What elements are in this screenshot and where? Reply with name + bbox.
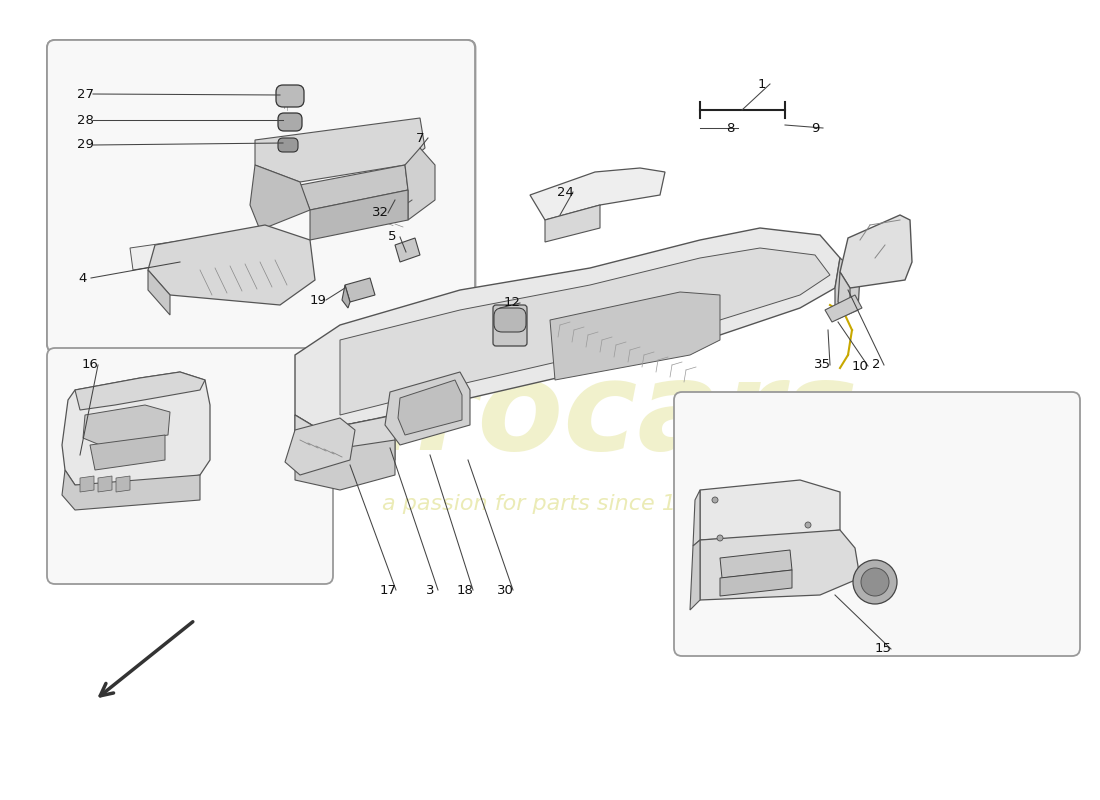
Text: 32: 32 <box>372 206 388 219</box>
Circle shape <box>717 535 723 541</box>
Polygon shape <box>700 480 840 540</box>
Text: 29: 29 <box>77 138 94 151</box>
Polygon shape <box>395 238 420 262</box>
FancyBboxPatch shape <box>674 392 1080 656</box>
FancyBboxPatch shape <box>278 113 303 131</box>
Polygon shape <box>405 148 435 220</box>
Polygon shape <box>342 285 350 308</box>
Circle shape <box>712 497 718 503</box>
Polygon shape <box>285 418 355 475</box>
Polygon shape <box>295 415 395 475</box>
FancyBboxPatch shape <box>47 40 475 352</box>
Text: 35: 35 <box>814 358 830 371</box>
Text: 3: 3 <box>426 583 434 597</box>
Polygon shape <box>98 476 112 492</box>
Text: 1: 1 <box>758 78 767 90</box>
Text: a passion for parts since 1985: a passion for parts since 1985 <box>382 494 718 514</box>
Polygon shape <box>310 190 408 240</box>
Polygon shape <box>544 205 600 242</box>
Polygon shape <box>398 380 462 435</box>
Polygon shape <box>840 215 912 288</box>
Text: 27: 27 <box>77 87 94 101</box>
Text: 16: 16 <box>81 358 98 371</box>
FancyBboxPatch shape <box>494 308 526 332</box>
Polygon shape <box>385 372 470 445</box>
Polygon shape <box>62 372 210 490</box>
Polygon shape <box>700 530 860 600</box>
Polygon shape <box>116 476 130 492</box>
Polygon shape <box>255 118 425 182</box>
FancyBboxPatch shape <box>276 85 304 107</box>
Polygon shape <box>720 550 792 578</box>
Text: 18: 18 <box>456 583 473 597</box>
Polygon shape <box>300 165 408 210</box>
Polygon shape <box>130 230 258 270</box>
Polygon shape <box>295 440 395 490</box>
Polygon shape <box>345 278 375 302</box>
Text: 10: 10 <box>851 359 868 373</box>
FancyBboxPatch shape <box>47 40 475 352</box>
Polygon shape <box>295 415 370 470</box>
Polygon shape <box>690 540 700 610</box>
Text: 7: 7 <box>416 131 425 145</box>
Polygon shape <box>80 476 94 492</box>
Circle shape <box>805 522 811 528</box>
Polygon shape <box>835 258 860 320</box>
Text: 2: 2 <box>871 358 880 371</box>
Polygon shape <box>530 168 666 220</box>
Circle shape <box>861 568 889 596</box>
Text: eurocars: eurocars <box>242 355 858 477</box>
Polygon shape <box>90 435 165 470</box>
Polygon shape <box>693 490 700 546</box>
FancyBboxPatch shape <box>493 305 527 346</box>
Polygon shape <box>250 165 310 230</box>
Text: 9: 9 <box>811 122 819 134</box>
Polygon shape <box>550 292 720 380</box>
Text: 17: 17 <box>379 583 396 597</box>
Polygon shape <box>838 272 850 310</box>
Polygon shape <box>62 470 200 510</box>
Polygon shape <box>720 570 792 596</box>
Polygon shape <box>148 225 315 305</box>
Text: 19: 19 <box>309 294 327 306</box>
Text: 4: 4 <box>79 271 87 285</box>
Text: 28: 28 <box>77 114 94 126</box>
Polygon shape <box>148 270 170 315</box>
Polygon shape <box>75 372 205 410</box>
Text: 8: 8 <box>726 122 734 134</box>
Text: 24: 24 <box>557 186 573 198</box>
Polygon shape <box>825 295 862 322</box>
FancyBboxPatch shape <box>47 348 333 584</box>
Polygon shape <box>82 405 170 445</box>
Polygon shape <box>295 228 840 430</box>
Circle shape <box>852 560 896 604</box>
Text: 30: 30 <box>496 583 514 597</box>
Polygon shape <box>340 248 830 415</box>
Text: 5: 5 <box>387 230 396 243</box>
Text: 15: 15 <box>874 642 891 655</box>
Text: 12: 12 <box>504 297 520 310</box>
FancyBboxPatch shape <box>278 138 298 152</box>
